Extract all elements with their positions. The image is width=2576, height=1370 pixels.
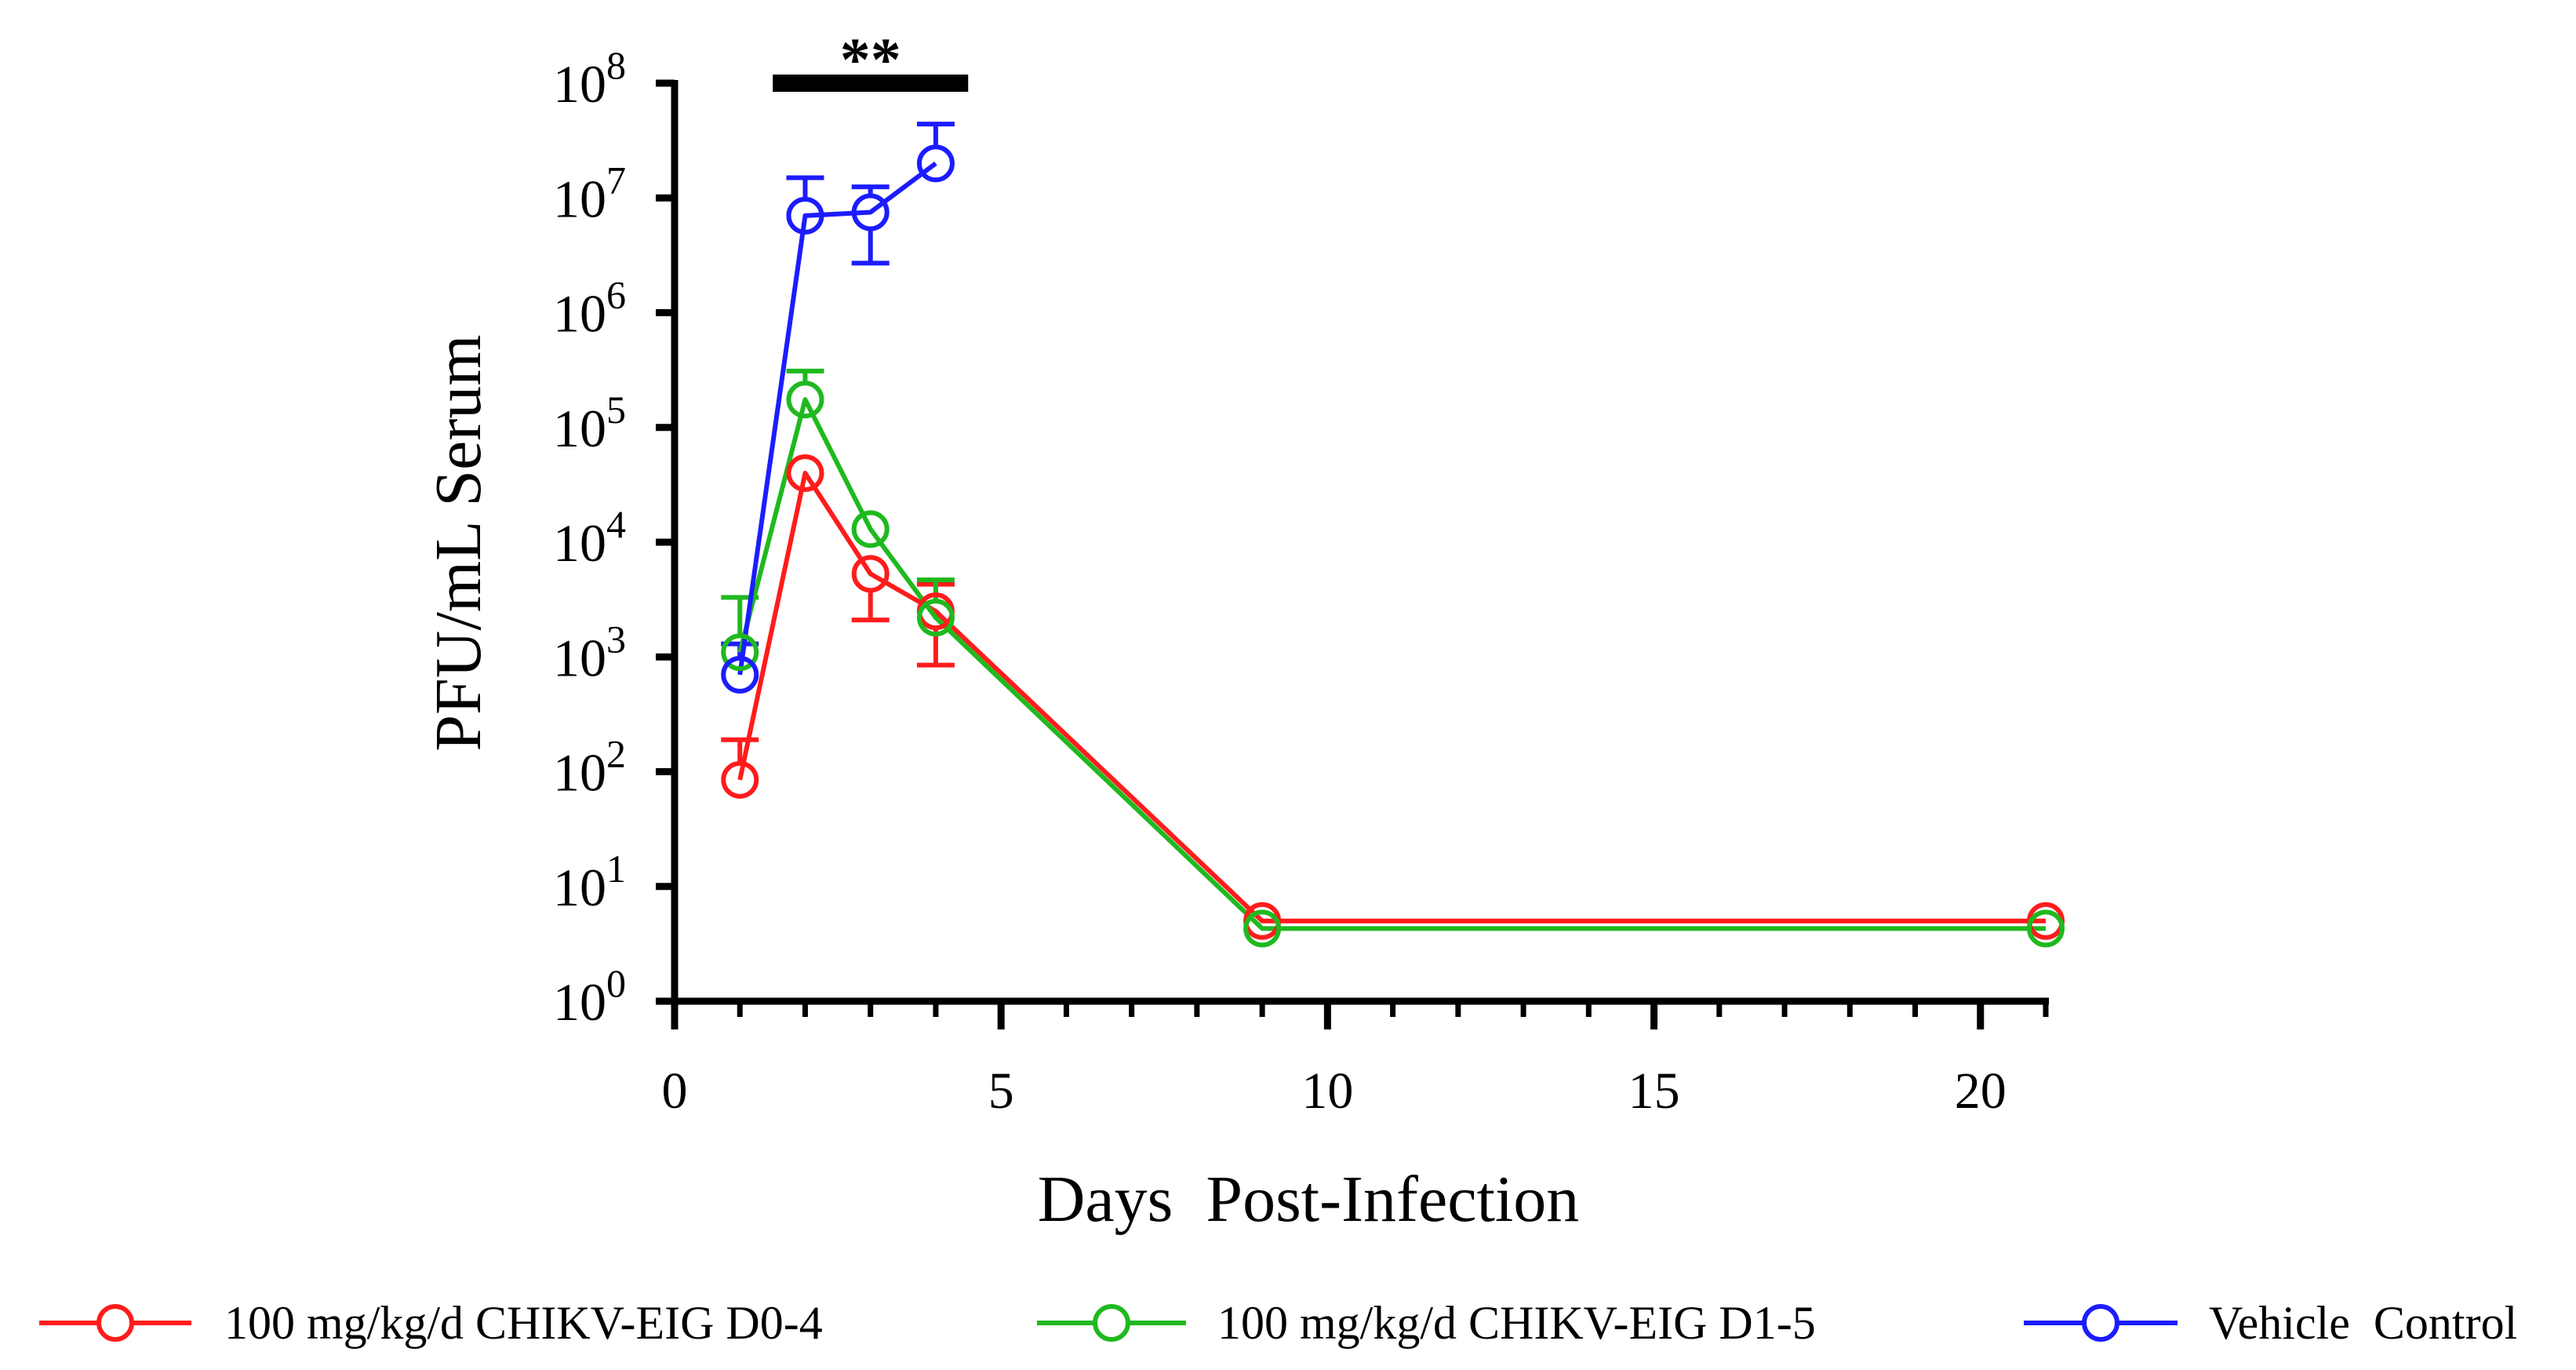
- legend-swatch-marker: [2082, 1304, 2119, 1342]
- y-tick-label: 103: [553, 617, 626, 687]
- data-point-vehicle-control: [786, 196, 824, 235]
- series-lines-layer: [737, 161, 2046, 931]
- y-tick-label: 104: [553, 502, 626, 573]
- markers-layer: [721, 144, 2065, 948]
- legend: 100 mg/kg/d CHIKV-EIG D0-4 100 mg/kg/d CH…: [39, 1297, 2517, 1349]
- y-tick-label: 100: [553, 961, 626, 1032]
- axes-layer: 100 101 102 103 104 105 106 107 108 0 5 10 15 20 Days …: [422, 43, 2049, 1236]
- y-tick-label: 102: [553, 732, 626, 803]
- legend-item-100-mg-kg-d-chikv-eig-d0-4: 100 mg/kg/d CHIKV-EIG D0-4: [39, 1297, 823, 1349]
- y-tick-label: 106: [553, 273, 626, 344]
- legend-swatch-marker: [96, 1304, 134, 1342]
- data-point-100-mg-kg-d-chikv-eig-d1-5: [786, 381, 824, 419]
- y-axis-title: PFU/mL Serum: [422, 334, 495, 751]
- legend-label: 100 mg/kg/d CHIKV-EIG D0-4: [224, 1297, 823, 1349]
- y-tick-label: 107: [553, 158, 626, 228]
- data-point-100-mg-kg-d-chikv-eig-d0-4: [721, 760, 759, 799]
- x-tick-label: 10: [1301, 1062, 1353, 1120]
- x-tick-label: 20: [1955, 1062, 2007, 1120]
- data-point-100-mg-kg-d-chikv-eig-d1-5: [2027, 909, 2065, 948]
- data-point-100-mg-kg-d-chikv-eig-d1-5: [1243, 909, 1282, 948]
- legend-item-100-mg-kg-d-chikv-eig-d1-5: 100 mg/kg/d CHIKV-EIG D1-5: [1037, 1297, 1816, 1349]
- series-line-100-mg-kg-d-chikv-eig-d0-4: [737, 470, 2046, 924]
- significance-layer: **: [773, 25, 969, 93]
- y-tick-label: 105: [553, 388, 626, 458]
- data-point-100-mg-kg-d-chikv-eig-d1-5: [851, 510, 890, 548]
- legend-label: Vehicle Control: [2209, 1297, 2517, 1349]
- x-axis-title: Days Post-Infection: [1038, 1163, 1580, 1236]
- legend-item-vehicle-control: Vehicle Control: [2024, 1297, 2517, 1349]
- data-point-100-mg-kg-d-chikv-eig-d0-4: [851, 555, 890, 593]
- error-bars-layer: [721, 122, 955, 763]
- data-point-vehicle-control: [916, 144, 955, 183]
- series-line-100-mg-kg-d-chikv-eig-d1-5: [737, 397, 2046, 931]
- series-line-vehicle-control: [737, 161, 937, 676]
- data-point-100-mg-kg-d-chikv-eig-d1-5: [721, 633, 759, 672]
- y-tick-label: 108: [553, 43, 626, 114]
- x-tick-label: 15: [1628, 1062, 1680, 1120]
- data-point-vehicle-control: [721, 655, 759, 694]
- data-point-100-mg-kg-d-chikv-eig-d0-4: [786, 454, 824, 492]
- significance-label: **: [840, 25, 901, 93]
- data-point-100-mg-kg-d-chikv-eig-d1-5: [916, 599, 955, 637]
- x-tick-label: 5: [988, 1062, 1014, 1120]
- data-point-vehicle-control: [851, 193, 890, 231]
- legend-label: 100 mg/kg/d CHIKV-EIG D1-5: [1217, 1297, 1816, 1349]
- legend-swatch-marker: [1093, 1304, 1130, 1342]
- x-tick-label: 0: [662, 1062, 688, 1120]
- y-tick-label: 101: [553, 847, 626, 917]
